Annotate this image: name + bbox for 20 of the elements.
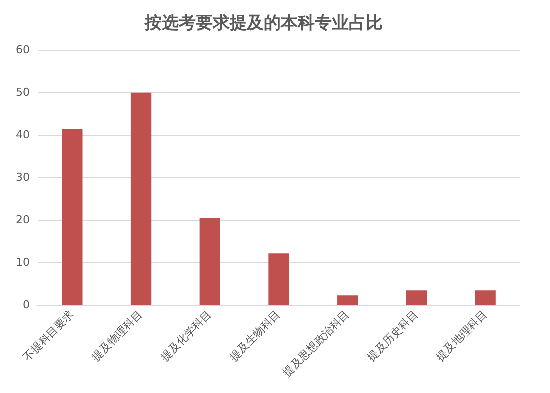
- y-tick-label: 30: [16, 170, 30, 184]
- x-tick-label: 提及化学科目: [158, 308, 214, 364]
- y-tick-label: 10: [16, 256, 30, 269]
- bar: [268, 254, 290, 305]
- y-tick-label: 40: [16, 128, 30, 142]
- x-tick-label: 提及生物科目: [227, 308, 284, 364]
- x-tick-label: 提及物理科目: [90, 308, 146, 364]
- x-tick-label: 提及思想政治科目: [280, 308, 352, 380]
- chart-title: 按选考要求提及的本科专业占比: [144, 14, 383, 34]
- y-tick-label: 60: [16, 43, 30, 56]
- x-tick-label: 提及历史科目: [364, 308, 421, 364]
- y-tick-label: 20: [16, 213, 30, 226]
- bar: [62, 129, 83, 305]
- x-tick-label: 提及地理科目: [434, 308, 490, 364]
- bar: [406, 290, 428, 305]
- y-tick-label: 50: [16, 86, 30, 99]
- bar: [130, 92, 152, 305]
- bar: [338, 296, 358, 305]
- bar: [475, 290, 496, 305]
- bar: [200, 218, 220, 305]
